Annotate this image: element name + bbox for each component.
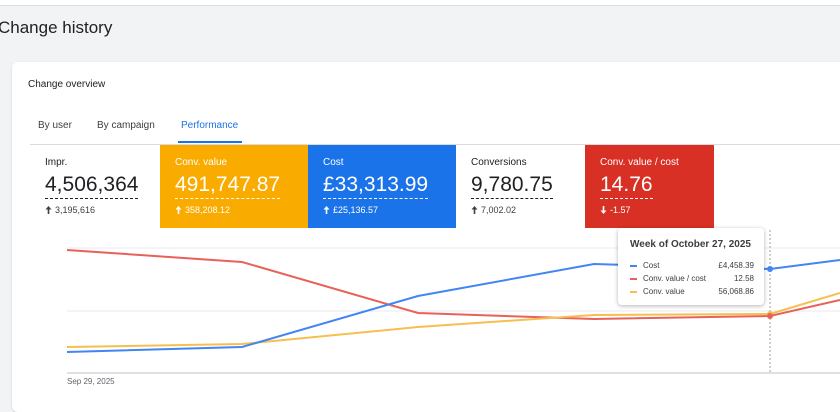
tooltip-value: 56,068.86 — [718, 287, 754, 296]
tooltip-swatch — [630, 264, 637, 267]
metric-value: 4,506,364 — [45, 173, 139, 199]
change-value: £25,136.57 — [333, 205, 379, 215]
change-value: 358,208.12 — [185, 205, 231, 215]
change-value: -1.57 — [610, 205, 631, 215]
metric-value: 9,780.75 — [471, 173, 553, 199]
change-arrow — [471, 206, 478, 214]
metric-change: £25,136.57 — [323, 205, 378, 215]
hover-dot — [767, 266, 773, 272]
tab[interactable]: By campaign — [97, 120, 155, 131]
tab-indicator — [178, 141, 242, 143]
metric-label: Conv. value — [175, 157, 228, 168]
metric-value: £33,313.99 — [323, 173, 429, 199]
metric-change: 358,208.12 — [175, 205, 230, 215]
line-cost — [66, 259, 840, 353]
tooltip-name: Cost — [643, 261, 660, 270]
tooltip-swatch — [630, 290, 637, 293]
tooltip-name: Conv. value — [643, 287, 685, 296]
metric-tile[interactable]: Impr. 4,506,364 3,195,616 — [30, 145, 160, 228]
tooltip-row: Conv. value 56,068.86 — [630, 287, 754, 296]
change-arrow — [45, 206, 52, 214]
metric-label: Impr. — [45, 157, 68, 168]
tooltip-value: 12.58 — [733, 274, 754, 283]
hover-dot — [767, 313, 773, 319]
metric-tile[interactable]: Cost £33,313.99 £25,136.57 — [308, 145, 456, 228]
metric-label: Conversions — [471, 157, 527, 168]
change-value: 3,195,616 — [55, 205, 96, 215]
metric-label: Cost — [323, 157, 344, 168]
page-title: Change history — [0, 18, 113, 37]
tooltip-row: Conv. value / cost 12.58 — [630, 274, 754, 283]
change-arrow — [323, 206, 330, 214]
line-conv-value-cost — [66, 249, 840, 321]
x-axis-label: Sep 29, 2025 — [67, 377, 115, 386]
top-bar — [0, 0, 840, 6]
change-arrow — [175, 206, 182, 214]
tooltip-row: Cost £4,458.39 — [630, 261, 754, 270]
metric-value: 491,747.87 — [175, 173, 281, 199]
chart — [66, 230, 840, 374]
change-arrow — [600, 206, 607, 214]
metric-change: 3,195,616 — [45, 205, 95, 215]
tooltip-name: Conv. value / cost — [643, 274, 706, 283]
tooltip: Week of October 27, 2025 Cost £4,458.39 Co… — [618, 228, 764, 305]
change-value: 7,002.02 — [481, 205, 517, 215]
card-title: Change overview — [28, 79, 106, 90]
tooltip-value: £4,458.39 — [718, 261, 754, 270]
metric-tile[interactable]: Conv. value / cost 14.76 -1.57 — [585, 145, 714, 228]
metric-change: 7,002.02 — [471, 205, 516, 215]
line-conv-value — [66, 292, 840, 348]
metric-label: Conv. value / cost — [600, 157, 679, 168]
metric-change: -1.57 — [600, 205, 631, 215]
tooltip-swatch — [630, 277, 637, 280]
metric-value: 14.76 — [600, 173, 653, 199]
metric-tile[interactable]: Conv. value 491,747.87 358,208.12 — [160, 145, 308, 228]
divider — [30, 144, 840, 145]
tab[interactable]: By user — [38, 120, 72, 131]
tooltip-title: Week of October 27, 2025 — [630, 239, 751, 250]
tab-active[interactable]: Performance — [181, 120, 239, 131]
metric-tile[interactable]: Conversions 9,780.75 7,002.02 — [456, 145, 585, 228]
